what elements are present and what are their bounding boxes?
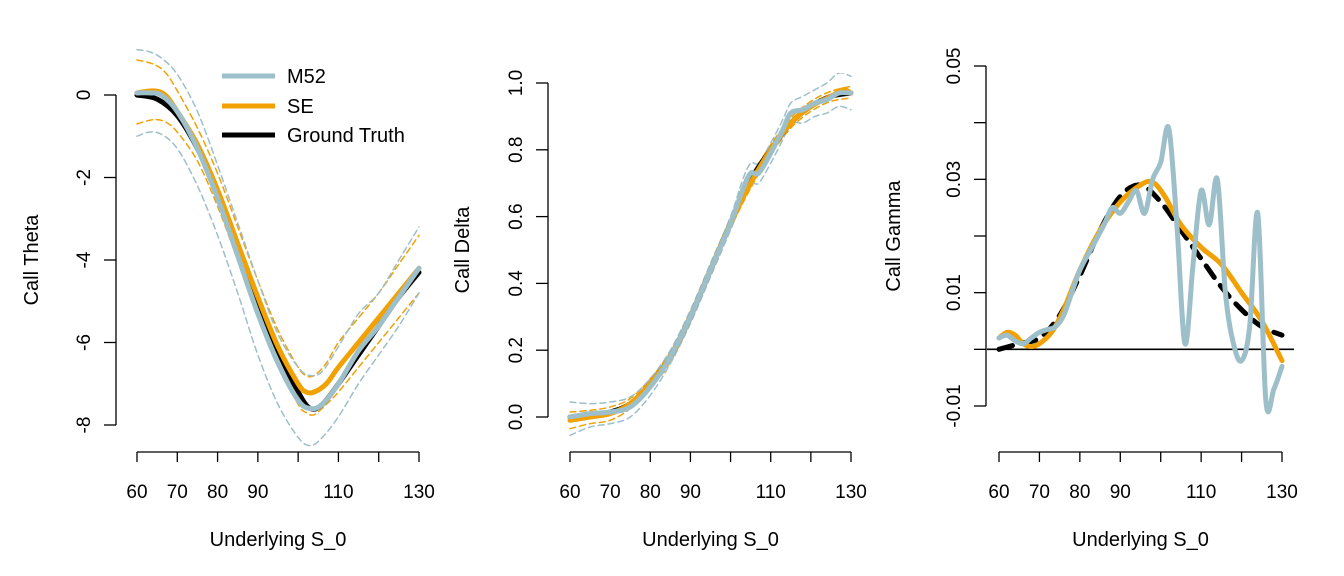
- series-line-ground-truth: [567, 90, 854, 420]
- legend-label-ground-truth: Ground Truth: [287, 125, 405, 147]
- y-tick-label: 0.05: [944, 48, 965, 85]
- series-line-m52: [134, 90, 422, 412]
- y-axis-title: Call Delta: [452, 206, 474, 294]
- y-tick-label: -6: [74, 334, 95, 351]
- chart-panel-1: 60 70 80 90 110 130 Underlying S_0 0 -2 -4 -6 -8 Cal…: [21, 48, 435, 551]
- x-tick-label: 130: [835, 482, 867, 503]
- y-tick-label: 0.2: [506, 337, 527, 363]
- x-axis-title: Underlying S_0: [210, 529, 347, 551]
- y-tick-label: 0.6: [506, 203, 527, 229]
- x-tick-label: 110: [323, 482, 353, 503]
- x-axis: 60 70 80 90 110 130: [126, 451, 435, 503]
- series-line-se: [567, 87, 854, 423]
- y-axis: 0.0 0.2 0.4 0.6 0.8 1.0: [506, 70, 549, 430]
- confidence-band-line: [136, 131, 420, 447]
- x-tick-label: 80: [640, 482, 661, 503]
- y-axis-title: Call Gamma: [883, 180, 905, 292]
- y-tick-label: -4: [74, 251, 95, 268]
- confidence-band-line: [136, 59, 420, 378]
- y-axis-title: Call Theta: [21, 214, 43, 306]
- x-tick-label: 110: [1186, 482, 1216, 503]
- y-axis: -0.01 0.01 0.03 0.05: [944, 48, 987, 428]
- x-tick-label: 130: [403, 482, 435, 503]
- legend-label-se: SE: [287, 96, 314, 118]
- y-tick-label: 0.8: [506, 137, 527, 163]
- y-tick-label: 0.0: [506, 404, 527, 430]
- y-tick-label: 0: [74, 90, 95, 101]
- y-tick-label: -2: [74, 169, 95, 186]
- y-tick-label: 0.03: [944, 161, 965, 198]
- y-axis: 0 -2 -4 -6 -8: [74, 90, 117, 434]
- y-tick-label: 1.0: [506, 70, 527, 96]
- chart-panel-2: 60 70 80 90 110 130 Underlying S_0 0.0 0.2 0.4 0.6…: [452, 70, 867, 551]
- x-tick-label: 60: [126, 482, 147, 503]
- x-tick-label: 90: [247, 482, 268, 503]
- legend-label-m52: M52: [287, 66, 326, 88]
- x-axis-title: Underlying S_0: [642, 529, 779, 551]
- series-group: [567, 72, 854, 437]
- y-tick-label: -8: [74, 417, 95, 434]
- series-group: [134, 48, 422, 447]
- x-tick-label: 80: [207, 482, 228, 503]
- confidence-band-line: [569, 72, 852, 405]
- chart-panel-3: 60 70 80 90 110 130 Underlying S_0 -0.01 0.01 0.0…: [883, 48, 1298, 551]
- x-tick-label: 130: [1266, 482, 1298, 503]
- series-line-m52: [996, 123, 1285, 415]
- x-axis: 60 70 80 90 110 130: [559, 451, 867, 503]
- x-tick-label: 70: [600, 482, 621, 503]
- series-group: [996, 123, 1285, 415]
- legend: M52 SE Ground Truth: [222, 66, 405, 147]
- confidence-band-line: [569, 85, 852, 413]
- x-tick-label: 70: [167, 482, 188, 503]
- series-line-m52: [567, 90, 854, 420]
- confidence-band-line: [136, 48, 420, 377]
- x-tick-label: 60: [559, 482, 580, 503]
- x-tick-label: 90: [680, 482, 701, 503]
- x-tick-label: 70: [1029, 482, 1050, 503]
- x-axis: 60 70 80 90 110 130: [988, 451, 1298, 503]
- y-tick-label: 0.01: [944, 274, 965, 311]
- y-tick-label: 0.4: [506, 270, 527, 297]
- x-axis-title: Underlying S_0: [1072, 529, 1209, 551]
- confidence-band-line: [136, 118, 420, 416]
- y-tick-label: -0.01: [944, 384, 965, 427]
- x-tick-label: 110: [756, 482, 786, 503]
- x-tick-label: 90: [1110, 482, 1131, 503]
- x-tick-label: 60: [988, 482, 1009, 503]
- x-tick-label: 80: [1069, 482, 1090, 503]
